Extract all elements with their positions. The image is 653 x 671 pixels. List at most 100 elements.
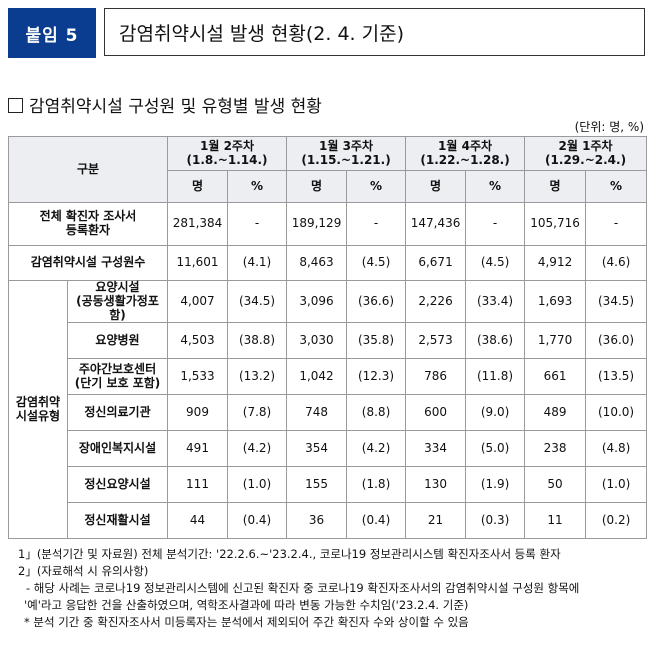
week-range: (1.22.~1.28.) [420, 152, 510, 167]
value-cell: (8.8) [346, 394, 407, 432]
value-cell: 238 [524, 430, 587, 468]
count-header: 명 [286, 170, 348, 203]
value-cell: 111 [167, 466, 228, 504]
footnote-line: - 해당 사례는 코로나19 정보관리시스템에 신고된 확진자 중 코로나19 … [26, 581, 580, 595]
row-label: 정신요양시설 [67, 466, 168, 504]
value-cell: 491 [167, 430, 228, 468]
value-cell: 11,601 [167, 245, 228, 281]
table-row: 정신재활시설 44 (0.4) 36 (0.4) 21 (0.3) 11 (0.2) [9, 502, 648, 540]
value-cell: (0.4) [226, 502, 288, 540]
value-cell: 489 [524, 394, 587, 432]
value-cell: 600 [405, 394, 467, 432]
percent-header: % [226, 170, 288, 203]
table-row: 감염취약 시설유형 요양시설 (공동생활가정포함) 4,007 (34.5) 3,096… [8, 279, 648, 540]
table-row: 장애인복지시설 491 (4.2) 354 (4.2) 334 (5.0) 238 (4.8) [9, 430, 648, 468]
unit-label: (단위: 명, %) [574, 120, 644, 134]
count-header: 명 [167, 170, 228, 203]
week-header: 2월 1주차 (1.29.~2.4.) [524, 136, 648, 171]
value-cell: (34.5) [585, 279, 648, 324]
value-cell: 3,030 [286, 322, 348, 360]
value-cell: (0.4) [346, 502, 407, 540]
value-cell: (4.5) [465, 245, 526, 281]
value-cell: - [346, 202, 407, 246]
week-header: 1월 3주차 (1.15.~1.21.) [286, 136, 407, 171]
value-cell: (13.5) [585, 358, 648, 396]
value-cell: 1,693 [524, 279, 587, 324]
value-cell: 1,533 [167, 358, 228, 396]
value-cell: 50 [524, 466, 587, 504]
value-cell: 130 [405, 466, 467, 504]
week-range: (1.15.~1.21.) [301, 152, 391, 167]
value-cell: (4.8) [585, 430, 648, 468]
value-cell: (4.6) [585, 245, 648, 281]
value-cell: 4,007 [167, 279, 228, 324]
value-cell: - [465, 202, 526, 246]
value-cell: (1.8) [346, 466, 407, 504]
value-cell: 1,042 [286, 358, 348, 396]
value-cell: (4.2) [346, 430, 407, 468]
value-cell: 11 [524, 502, 587, 540]
value-cell: (1.9) [465, 466, 526, 504]
value-cell: - [226, 202, 288, 246]
footnote-line: * 분석 기간 중 확진자조사서 미등록자는 분석에서 제외되어 주간 확진자 … [24, 615, 469, 629]
page-title: 감염취약시설 발생 현황(2. 4. 기준) [104, 8, 645, 56]
table-subheader-row: 명% 명% 명% 명% [9, 170, 648, 203]
value-cell: (38.6) [465, 322, 526, 360]
value-cell: (5.0) [465, 430, 526, 468]
table-row: 전체 확진자 조사서 등록환자 281,384-189,129-147,436-1… [8, 202, 648, 246]
week-range: (1.8.~1.14.) [186, 152, 268, 167]
value-cell: 2,226 [405, 279, 467, 324]
value-cell: (38.8) [226, 322, 288, 360]
table-row: 감염취약시설 구성원수 11,601 (4.1) 8,463 (4.5) 6,671 (4.… [8, 245, 648, 281]
value-cell: 2,573 [405, 322, 467, 360]
value-cell: (10.0) [585, 394, 648, 432]
footnotes: 1」(분석기간 및 자료원) 전체 분석기간: '22.2.6.~'23.2.4… [18, 546, 648, 631]
value-cell: 8,463 [286, 245, 348, 281]
count-header: 명 [524, 170, 587, 203]
square-bullet-icon [8, 98, 23, 113]
table-row: 정신요양시설 111 (1.0) 155 (1.8) 130 (1.9) 50 (1.0) [9, 466, 648, 504]
appendix-tag: 붙임 5 [8, 8, 96, 58]
value-cell: - [585, 202, 648, 246]
value-cell: (0.2) [585, 502, 648, 540]
week-name: 1월 3주차 [319, 138, 374, 153]
percent-header: % [585, 170, 648, 203]
value-cell: (34.5) [226, 279, 288, 324]
value-cell: 155 [286, 466, 348, 504]
value-cell: 909 [167, 394, 228, 432]
value-cell: 281,384 [167, 202, 228, 246]
row-label: 감염취약시설 구성원수 [8, 245, 168, 281]
value-cell: (4.5) [346, 245, 407, 281]
value-cell: 661 [524, 358, 587, 396]
value-cell: (9.0) [465, 394, 526, 432]
value-cell: 334 [405, 430, 467, 468]
week-header: 1월 2주차 (1.8.~1.14.) [166, 136, 288, 171]
footnote-line: 2」(자료해석 시 유의사항) [18, 564, 149, 578]
value-cell: 354 [286, 430, 348, 468]
value-cell: 6,671 [405, 245, 467, 281]
data-table: 구분 1월 2주차 (1.8.~1.14.) 1월 3주차 (1.15.~1.21.) 1… [8, 136, 648, 540]
value-cell: 36 [286, 502, 348, 540]
value-cell: 786 [405, 358, 467, 396]
value-cell: 3,096 [286, 279, 348, 324]
week-name: 1월 2주차 [200, 138, 254, 153]
week-name: 1월 4주차 [438, 138, 493, 153]
footnote-line: 1」(분석기간 및 자료원) 전체 분석기간: '22.2.6.~'23.2.4… [18, 547, 561, 561]
value-cell: (11.8) [465, 358, 526, 396]
value-cell: (13.2) [226, 358, 288, 396]
section-heading: 감염취약시설 구성원 및 유형별 발생 현황 [8, 92, 322, 117]
table-row: 주야간보호센터 (단기 보호 포함) 1,533 (13.2) 1,042 (12.3)… [9, 358, 648, 396]
value-cell: (36.0) [585, 322, 648, 360]
value-cell: (4.1) [226, 245, 288, 281]
footnote-line: '예'라고 응답한 건을 산출하였으며, 역학조사결과에 따라 변동 가능한 수… [24, 598, 469, 612]
percent-header: % [465, 170, 526, 203]
value-cell: (33.4) [465, 279, 526, 324]
value-cell: 748 [286, 394, 348, 432]
value-cell: 4,503 [167, 322, 228, 360]
row-label: 정신재활시설 [67, 502, 168, 540]
row-label: 요양시설 (공동생활가정포함) [67, 279, 168, 324]
table-row: 정신의료기관 909 (7.8) 748 (8.8) 600 (9.0) 489 (10.0) [9, 394, 648, 432]
count-header: 명 [405, 170, 467, 203]
value-cell: (35.8) [346, 322, 407, 360]
value-cell: (0.3) [465, 502, 526, 540]
